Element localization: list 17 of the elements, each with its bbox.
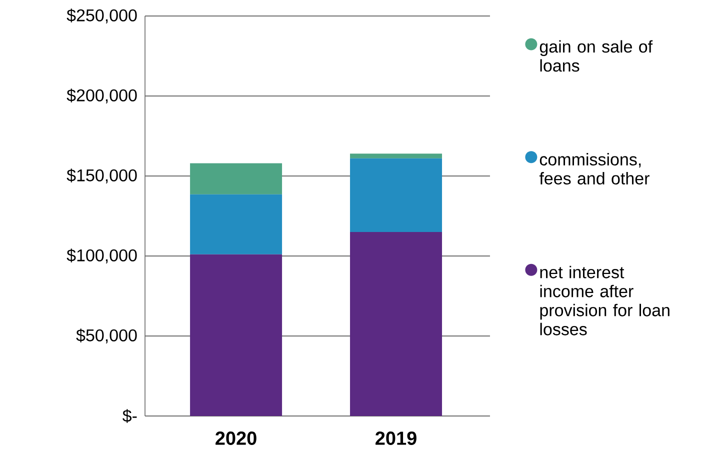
- y-tick-label: $50,000: [76, 328, 137, 344]
- x-tick-label: 2020: [216, 432, 256, 445]
- bar: [350, 158, 442, 232]
- legend-label: net interest income after provision for loan losses: [540, 266, 670, 336]
- bar: [350, 154, 442, 158]
- y-tick-label: $-: [122, 409, 137, 423]
- y-tick-label: $250,000: [66, 8, 137, 24]
- y-tick-label: $150,000: [66, 168, 137, 184]
- legend-label: commissions, fees and other: [539, 153, 650, 184]
- bar: [350, 232, 442, 416]
- bar: [190, 254, 282, 416]
- x-tick-label: 2019: [376, 432, 416, 445]
- y-tick-label: $100,000: [66, 248, 137, 264]
- bar: [190, 163, 282, 194]
- bar: [190, 194, 282, 254]
- legend-label: gain on sale of loans: [540, 40, 653, 72]
- y-tick-label: $200,000: [66, 88, 137, 104]
